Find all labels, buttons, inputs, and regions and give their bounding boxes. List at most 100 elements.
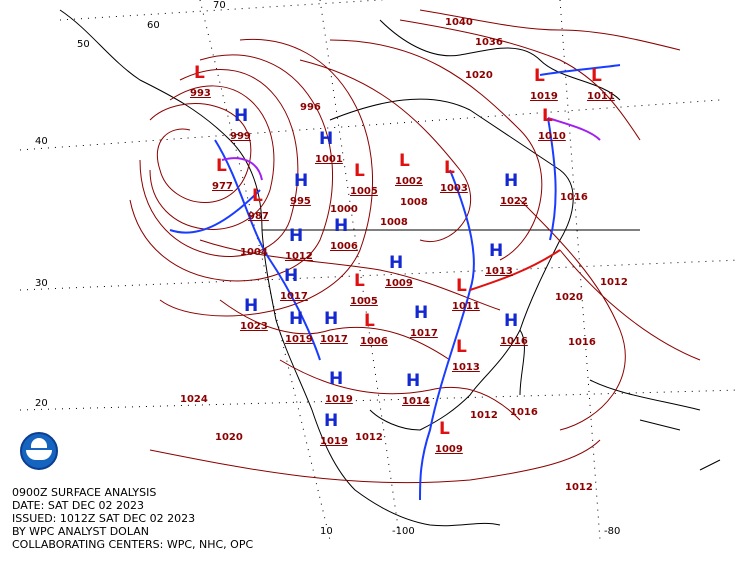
pressure-centers: L 977 L 987 L 993 H 999 H 1001 L 1005 L 1002 L 1003 L 101… [190,63,615,455]
isobar [399,19,641,141]
high-pressure-center: H 1017 [320,309,348,345]
isobar-label: 1024 [180,394,208,405]
isobar-label: 1012 [600,277,628,288]
isobar [149,85,275,230]
center-pressure: 1006 [330,241,358,252]
low-pressure-center: L 1010 [538,106,566,142]
isobars [129,9,701,484]
center-symbol: H [324,411,338,431]
low-pressure-center: L 1005 [350,271,378,307]
center-pressure: 1002 [395,176,423,187]
analyst: BY WPC ANALYST DOLAN [12,525,149,538]
high-pressure-center: H 1023 [240,296,268,332]
isobar [199,239,501,311]
center-symbol: L [364,311,375,331]
grid-label: 60 [147,20,160,31]
grid-line [19,259,741,291]
center-pressure: 993 [190,88,211,99]
low-pressure-center: L 1006 [360,311,388,347]
grid-line [19,99,721,151]
grid-line [199,0,331,541]
center-symbol: H [284,266,298,286]
front [214,139,321,361]
isobar-label: 996 [300,102,321,113]
center-symbol: H [489,241,503,261]
center-symbol: L [216,156,227,176]
center-symbol: H [504,171,518,191]
center-symbol: H [414,303,428,323]
isobar [419,9,681,51]
isobar-label: 1016 [568,337,596,348]
grid-label: 50 [77,39,90,50]
isobar-label: 1008 [380,217,408,228]
isobar [279,359,521,421]
center-pressure: 1003 [440,183,468,194]
high-pressure-center: H 1016 [500,311,528,347]
isobar-label: 1012 [565,482,593,493]
center-symbol: H [294,171,308,191]
low-pressure-center: L 977 [212,156,233,192]
center-pressure: 1011 [452,301,480,312]
low-pressure-center: L 1002 [395,151,423,187]
low-pressure-center: L 1005 [350,161,378,197]
center-symbol: L [591,66,602,86]
grid-label: 30 [35,278,48,289]
isobar [329,39,543,261]
center-symbol: L [252,186,263,206]
center-symbol: H [504,311,518,331]
analysis-info-block: 0900Z SURFACE ANALYSIS DATE: SAT DEC 02 … [12,486,253,551]
lat-lon-grid: 70 60 50 40 30 20 10 -100 -80 [19,0,741,541]
center-symbol: H [389,253,403,273]
grid-label: -80 [604,526,620,537]
isobar [299,59,472,242]
center-symbol: L [534,66,545,86]
high-pressure-center: H 1022 [500,171,528,207]
center-symbol: H [329,369,343,389]
center-pressure: 995 [290,196,311,207]
grid-label: 40 [35,136,48,147]
front [547,117,601,141]
isobar-label: 1012 [355,432,383,443]
front [469,249,561,291]
grid-label: 20 [35,398,48,409]
center-pressure: 1019 [285,334,313,345]
isobar-label: 1036 [475,37,503,48]
analysis-date: DATE: SAT DEC 02 2023 [12,499,144,512]
center-symbol: H [319,129,333,149]
grid-line [59,0,389,21]
low-pressure-center: L 987 [248,186,269,222]
center-symbol: H [289,226,303,246]
center-pressure: 1022 [500,196,528,207]
low-pressure-center: L 1009 [435,419,463,455]
high-pressure-center: H 1001 [315,129,343,165]
center-pressure: 1013 [485,266,513,277]
high-pressure-center: H 1009 [385,253,413,289]
center-symbol: H [244,296,258,316]
coastlines [59,9,721,527]
center-pressure: 1016 [500,336,528,347]
center-symbol: H [289,309,303,329]
center-symbol: L [354,271,365,291]
center-pressure: 1010 [538,131,566,142]
high-pressure-center: H 1019 [285,309,313,345]
center-symbol: L [194,63,205,83]
isobar-label: 1020 [555,292,583,303]
fronts [169,64,621,501]
center-symbol: L [354,161,365,181]
front [547,117,557,241]
isobar [129,54,334,282]
grid-label: -100 [392,526,415,537]
isobar-label: 1008 [400,197,428,208]
isobar [139,69,299,257]
center-pressure: 1011 [587,91,615,102]
center-pressure: 1005 [350,186,378,197]
center-pressure: 1019 [325,394,353,405]
center-pressure: 977 [212,181,233,192]
center-pressure: 1001 [315,154,343,165]
high-pressure-center: H 1019 [325,369,353,405]
grid-label: 70 [213,0,226,11]
center-pressure: 1014 [402,396,430,407]
isobar-label: 1040 [445,17,473,28]
center-symbol: H [334,216,348,236]
high-pressure-center: H 999 [230,106,251,142]
